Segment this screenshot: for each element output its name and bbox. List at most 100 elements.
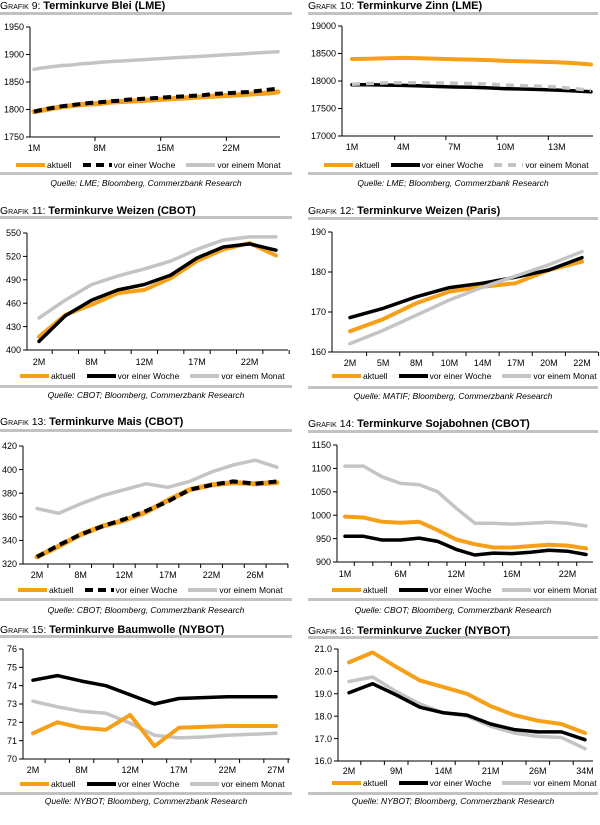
x-tick-label: 17M — [507, 358, 525, 368]
series-line-aktuell — [350, 55, 593, 67]
legend-item-vor-einer-woche: vor einer Woche — [398, 585, 491, 595]
chart-source: Quelle: LME; Bloomberg, Commerzbank Rese… — [50, 178, 242, 188]
legend-item-vor-einem-monat: vor einem Monat — [188, 585, 283, 595]
legend-item-aktuell: aktuell — [332, 585, 388, 595]
footer-rule — [308, 172, 598, 175]
header-rule — [0, 216, 292, 219]
x-tick-label: 22M — [222, 143, 240, 153]
y-tick-label: 520 — [6, 252, 21, 262]
legend-swatch-vor-einer-woche — [398, 588, 428, 592]
chart-title: Terminkurve Zucker (NYBOT) — [357, 625, 511, 637]
series-line-vor-einem-monat — [351, 80, 592, 93]
chart-number: Grafik 14: — [308, 418, 355, 430]
y-tick-label: 400 — [6, 345, 21, 355]
y-tick-label: 1800 — [4, 105, 24, 115]
series-line-vor-einer-woche — [36, 479, 278, 559]
chart-source: Quelle: MATIF; Bloomberg, Commerzbank Re… — [353, 391, 553, 401]
series-line-vor-einem-monat — [343, 464, 588, 528]
header-rule — [308, 217, 598, 220]
x-tick-label: 27M — [267, 765, 285, 775]
legend-label: vor einem Monat — [533, 371, 597, 381]
series-line-vor-einer-woche — [37, 242, 278, 344]
y-tick-label: 18.0 — [314, 711, 332, 721]
chart-heading: Grafik 15: Terminkurve Baumwolle (NYBOT) — [0, 624, 224, 637]
legend-label: vor einem Monat — [533, 585, 597, 595]
chart-heading: Grafik 10: Terminkurve Zinn (LME) — [308, 0, 482, 13]
legend-label: vor einem Monat — [217, 160, 281, 170]
legend-swatch-vor-einer-woche — [398, 374, 428, 378]
x-tick-label: 5M — [377, 358, 390, 368]
legend-label: aktuell — [51, 371, 76, 381]
legend-swatch-vor-einem-monat — [502, 374, 532, 378]
x-tick-label: 34M — [576, 766, 594, 776]
y-tick-label: 70 — [7, 754, 17, 764]
x-tick-label: 8M — [410, 358, 423, 368]
y-tick-label: 490 — [6, 275, 21, 285]
legend-label: aktuell — [51, 779, 76, 789]
legend-item-aktuell: aktuell — [18, 585, 74, 595]
chart-number: Grafik 16: — [308, 625, 355, 637]
chart-heading: Grafik 12: Terminkurve Weizen (Paris) — [308, 205, 500, 218]
series-line-vor-einer-woche — [350, 83, 593, 94]
series-line-vor-einem-monat — [32, 50, 280, 72]
x-tick-label: 22M — [219, 765, 237, 775]
legend: aktuell vor einer Woche vor einem Monat — [332, 778, 600, 788]
y-tick-label: 76 — [7, 644, 17, 654]
y-tick-label: 1900 — [4, 50, 24, 60]
y-tick-label: 180 — [311, 267, 326, 277]
legend-item-vor-einem-monat: vor einem Monat — [502, 585, 597, 595]
chart-source: Quelle: CBOT; Bloomberg, Commerzbank Res… — [47, 605, 245, 615]
series-line-vor-einer-woche — [343, 534, 588, 557]
legend-item-vor-einem-monat: vor einem Monat — [502, 778, 597, 788]
y-tick-label: 430 — [6, 322, 21, 332]
y-tick-label: 1000 — [311, 510, 331, 520]
y-tick-label: 340 — [2, 536, 17, 546]
legend-item-aktuell: aktuell — [16, 160, 72, 170]
legend-swatch-vor-einem-monat — [494, 163, 524, 167]
y-tick-label: 900 — [316, 557, 331, 567]
legend-label: aktuell — [355, 160, 380, 170]
chart-number: Grafik 9: — [0, 0, 41, 12]
chart-number: Grafik 15: — [0, 624, 47, 636]
chart-panel-grafik-9: Grafik 9: Terminkurve Blei (LME) 1750 180… — [0, 0, 300, 205]
legend: aktuell vor einer Woche vor einem Monat — [20, 371, 296, 381]
x-tick-label: 2M — [31, 570, 44, 580]
y-tick-label: 380 — [2, 488, 17, 498]
x-tick-label: 2M — [343, 766, 356, 776]
legend-item-aktuell: aktuell — [332, 371, 388, 381]
legend-swatch-vor-einer-woche — [84, 588, 114, 592]
y-tick-label: 1950 — [4, 22, 24, 32]
legend-item-vor-einer-woche: vor einer Woche — [84, 585, 177, 595]
footer-rule — [0, 385, 292, 388]
chart-heading: Grafik 9: Terminkurve Blei (LME) — [0, 0, 165, 13]
x-tick-label: 12M — [116, 570, 134, 580]
line-chart-plot: 70 71 72 73 74 75 76 2M 8M 12M 17M 22M 27M — [7, 644, 290, 775]
legend-swatch-vor-einem-monat — [190, 782, 220, 786]
x-tick-label: 10M — [497, 142, 515, 152]
legend-item-aktuell: aktuell — [20, 371, 76, 381]
series-line-vor-einem-monat — [348, 249, 584, 346]
legend-item-vor-einer-woche: vor einer Woche — [86, 779, 179, 789]
legend-swatch-aktuell — [20, 782, 49, 786]
y-tick-label: 16.0 — [314, 756, 332, 766]
y-tick-label: 190 — [311, 227, 326, 237]
y-tick-label: 360 — [2, 512, 17, 522]
series-line-aktuell — [343, 514, 588, 551]
legend: aktuell vor einer Woche vor einem Monat — [20, 779, 296, 789]
header-rule — [308, 430, 598, 433]
line-chart-plot: 320 340 360 380 400 420 2M 8M 12M 17M 22M 26M — [2, 441, 289, 580]
chart-heading: Grafik 16: Terminkurve Zucker (NYBOT) — [308, 625, 510, 638]
legend: aktuell vor einer Woche vor einem Monat — [324, 160, 600, 170]
legend-swatch-vor-einem-monat — [502, 781, 532, 785]
chart-source: Quelle: NYBOT; Bloomberg, Commerzbank Re… — [351, 796, 555, 806]
legend-swatch-vor-einem-monat — [186, 163, 216, 167]
series-line-vor-einem-monat — [35, 458, 279, 516]
x-tick-label: 14M — [474, 358, 492, 368]
x-tick-label: 2M — [33, 357, 46, 367]
legend-label: vor einer Woche — [421, 160, 484, 170]
legend-swatch-vor-einer-woche — [82, 163, 112, 167]
x-tick-label: 16M — [503, 569, 521, 579]
legend-item-vor-einer-woche: vor einer Woche — [398, 778, 491, 788]
series-line-vor-einem-monat — [37, 235, 278, 320]
y-tick-label: 75 — [7, 663, 17, 673]
